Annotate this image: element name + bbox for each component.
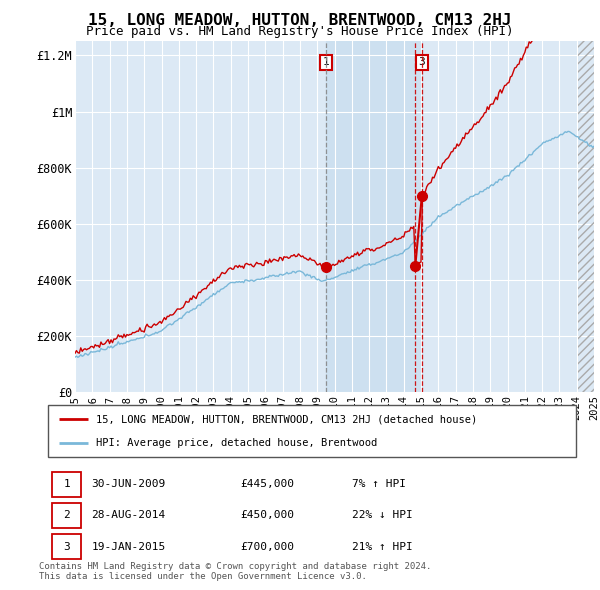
Text: 30-JUN-2009: 30-JUN-2009 [91,480,166,489]
Text: £450,000: £450,000 [241,510,295,520]
Text: 22% ↓ HPI: 22% ↓ HPI [352,510,412,520]
Text: 3: 3 [64,542,70,552]
Text: 7% ↑ HPI: 7% ↑ HPI [352,480,406,489]
Text: 15, LONG MEADOW, HUTTON, BRENTWOOD, CM13 2HJ: 15, LONG MEADOW, HUTTON, BRENTWOOD, CM13… [88,13,512,28]
Bar [52,534,81,559]
Bar [326,41,422,392]
Text: 21% ↑ HPI: 21% ↑ HPI [352,542,412,552]
Bar [52,471,81,497]
Bar [578,41,594,392]
Text: 1: 1 [64,480,70,489]
Text: This data is licensed under the Open Government Licence v3.0.: This data is licensed under the Open Gov… [39,572,367,581]
Text: Contains HM Land Registry data © Crown copyright and database right 2024.: Contains HM Land Registry data © Crown c… [39,562,431,571]
Text: HPI: Average price, detached house, Brentwood: HPI: Average price, detached house, Bren… [95,438,377,448]
Text: 2: 2 [64,510,70,520]
Text: Price paid vs. HM Land Registry's House Price Index (HPI): Price paid vs. HM Land Registry's House … [86,25,514,38]
Text: 3: 3 [418,57,425,67]
Text: 1: 1 [322,57,329,67]
Text: £700,000: £700,000 [241,542,295,552]
Text: 28-AUG-2014: 28-AUG-2014 [91,510,166,520]
Text: £445,000: £445,000 [241,480,295,489]
Text: 19-JAN-2015: 19-JAN-2015 [91,542,166,552]
Bar [52,503,81,528]
Text: 15, LONG MEADOW, HUTTON, BRENTWOOD, CM13 2HJ (detached house): 15, LONG MEADOW, HUTTON, BRENTWOOD, CM13… [95,414,477,424]
